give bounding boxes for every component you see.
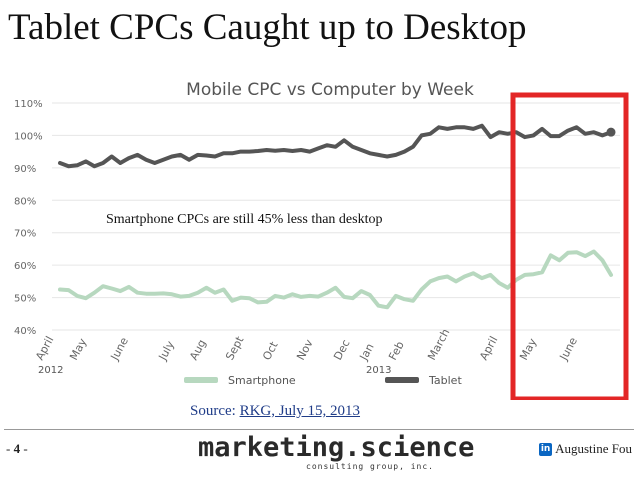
- x-tick-label: Nov: [294, 337, 316, 362]
- y-tick-label: 40%: [14, 326, 36, 337]
- series-line-tablet: [58, 123, 613, 169]
- logo-sub-text: consulting group, inc.: [306, 462, 434, 471]
- tablet-end-marker: [606, 127, 616, 137]
- source-citation: Source: RKG, July 15, 2013: [190, 403, 360, 420]
- y-tick-label: 100%: [14, 131, 43, 142]
- page-number-value: 4: [13, 441, 21, 456]
- page-prefix: -: [6, 441, 14, 456]
- x-tick-label: Jan: [357, 341, 377, 363]
- footer-divider: [4, 429, 634, 430]
- y-tick-label: 60%: [14, 261, 36, 272]
- logo-main-text: marketing.science: [198, 432, 475, 463]
- annotation-text: Smartphone CPCs are still 45% less than …: [106, 212, 382, 227]
- x-tick-label: Oct: [260, 339, 281, 363]
- linkedin-icon[interactable]: in: [539, 442, 553, 456]
- series: [58, 123, 616, 310]
- source-link[interactable]: RKG, July 15, 2013: [239, 403, 361, 419]
- legend-label-tablet: Tablet: [428, 374, 462, 387]
- chart: Mobile CPC vs Computer by Week 40% 50% 60%…: [14, 80, 629, 400]
- x-tick-label: April: [33, 334, 56, 362]
- y-tick-label: 70%: [14, 229, 36, 240]
- y-tick-label: 50%: [14, 294, 36, 305]
- legend-label-smartphone: Smartphone: [228, 374, 296, 387]
- series-line-smartphone: [58, 249, 613, 310]
- page-number: - 4 -: [6, 441, 28, 457]
- company-logo: marketing.science consulting group, inc.: [198, 432, 475, 472]
- x-tick-label: July: [156, 338, 177, 363]
- plot-background: [52, 103, 622, 340]
- author: in Augustine Fou: [539, 441, 632, 457]
- x-tick-label: Aug: [187, 337, 209, 362]
- source-label: Source:: [190, 403, 240, 419]
- y-tick-label: 90%: [14, 164, 36, 175]
- legend-swatch-tablet: [385, 377, 419, 383]
- legend: Smartphone Tablet: [184, 374, 462, 387]
- x-tick-label: Dec: [331, 338, 352, 363]
- y-tick-label: 80%: [14, 196, 36, 207]
- year-label: 2012: [38, 365, 63, 376]
- chart-frame: [52, 103, 622, 340]
- slide-title: Tablet CPCs Caught up to Desktop: [8, 7, 527, 48]
- x-tick-label: Feb: [386, 339, 407, 362]
- author-name: Augustine Fou: [555, 441, 632, 456]
- highlight-box: [510, 92, 629, 400]
- legend-swatch-smartphone: [184, 377, 218, 383]
- y-tick-label: 110%: [14, 99, 43, 110]
- page-suffix: -: [20, 441, 28, 456]
- y-axis-ticks: 40% 50% 60% 70% 80% 90% 100% 110%: [14, 99, 43, 337]
- year-label: 2013: [366, 365, 391, 376]
- chart-title: Mobile CPC vs Computer by Week: [186, 80, 474, 100]
